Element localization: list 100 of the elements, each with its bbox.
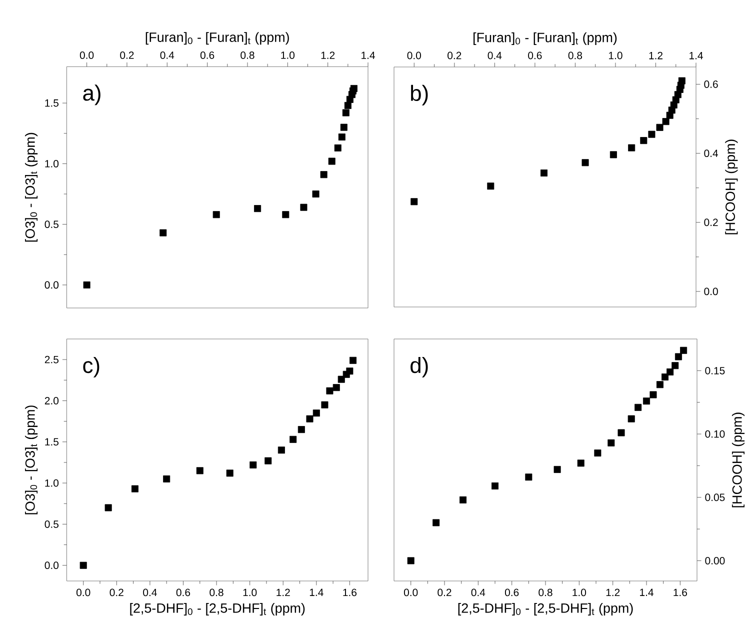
point [662,118,670,126]
point [648,130,656,138]
x-axis-title: [Furan]$_{0}$ - [Furan]$_{t}$ (ppm) [146,32,289,45]
x-tick-label: 0.6 [504,588,519,596]
y-axis-title: [O3]$_{0}$ - [O3]$_{t}$ (ppm) [25,132,38,242]
x-axis-title: [2,5-DHF]$_{0}$ - [2,5-DHF]$_{t}$ (ppm) [130,603,305,616]
x-tick-label: 1.0 [572,588,586,596]
y-tick-label: 1.0 [45,479,59,487]
point [226,470,234,477]
point [492,482,499,490]
point [290,436,297,443]
x-tick-label: 0.0 [407,52,421,60]
annotation: a) [83,84,100,106]
y-tick-label: 1.5 [45,438,58,446]
point [340,124,348,131]
point [320,171,328,178]
x-tick-label: 0.0 [404,588,418,596]
point [350,356,357,364]
x-tick-label: 0.6 [176,588,190,596]
point [104,504,112,512]
y-tick-label: 1.5 [45,99,58,107]
point [212,211,220,218]
x-tick-label: 1.0 [243,588,257,596]
point [298,426,305,434]
point [656,124,664,131]
point [338,134,346,141]
annotation: c) [83,357,100,378]
point [674,353,682,360]
point [656,381,664,388]
point [608,439,615,446]
x-tick-label: 0.8 [568,52,582,60]
y-tick-label: 0.5 [44,220,58,228]
point [540,170,548,176]
point [650,391,657,398]
point [610,151,617,158]
y-tick-label: 2.5 [44,356,58,364]
annotation: d) [410,357,428,378]
y2-tick-label: 0.15 [705,366,725,374]
x-axis-title: [Furan]$_{0}$ - [Furan]$_{t}$ (ppm) [474,32,617,45]
point [160,229,167,236]
point [250,461,257,468]
y2-tick-label: 0.0 [704,288,718,296]
point [666,368,674,376]
point [282,211,290,218]
point [672,362,679,370]
x-tick-label: 0.2 [438,588,452,596]
x-tick-label: 0.4 [160,52,174,59]
point [83,281,90,288]
point [80,562,87,569]
point [264,457,272,464]
x-tick-label: 1.2 [276,588,290,596]
x-axis-title: [2,5-DHF]$_{0}$ - [2,5-DHF]$_{t}$ (ppm) [458,603,633,616]
x-tick-label: 1.2 [606,588,620,596]
x-tick-label: 1.4 [640,588,654,596]
x-tick-label: 0.0 [80,52,94,59]
y-tick-label: 2.0 [44,397,59,404]
x-tick-label: 1.4 [690,52,703,60]
y2-tick-label: 0.05 [705,494,725,502]
x-tick-label: 0.2 [120,52,134,59]
point [321,401,328,408]
y2-tick-label: 0.00 [705,557,725,564]
point [300,204,308,211]
point [278,446,285,454]
point [640,137,648,144]
x-tick-label: 1.0 [281,52,295,59]
x-tick-label: 1.4 [310,588,324,596]
x-tick-label: 0.4 [471,588,486,596]
point [326,387,334,394]
y2-axis-title: [HCOOH] (ppm) [732,412,745,508]
x-tick-label: 1.4 [362,52,375,59]
point [678,77,686,84]
x-tick-label: 0.4 [143,588,157,596]
point [460,496,467,504]
x-tick-label: 0.6 [528,52,542,60]
point [344,102,352,109]
point [346,368,354,375]
point [618,429,625,436]
point [432,519,440,526]
point [407,557,414,564]
y-tick-label: 0.0 [44,281,59,289]
x-tick-label: 0.0 [76,588,90,596]
point [334,144,342,152]
point [594,450,602,457]
point [306,415,314,422]
point [410,198,418,206]
y2-tick-label: 0.4 [704,150,718,158]
point [577,460,584,467]
point [254,205,262,212]
x-tick-label: 1.2 [321,52,335,59]
x-tick-label: 0.6 [200,52,214,59]
x-tick-label: 1.6 [674,588,687,596]
x-tick-label: 1.0 [609,52,622,60]
x-tick-label: 0.8 [538,588,552,596]
x-tick-label: 1.2 [649,52,662,60]
x-tick-label: 0.2 [448,52,462,60]
point [628,144,636,152]
point [342,109,350,116]
x-tick-label: 0.2 [110,588,124,596]
point [196,467,204,474]
x-tick-label: 0.4 [488,52,502,60]
